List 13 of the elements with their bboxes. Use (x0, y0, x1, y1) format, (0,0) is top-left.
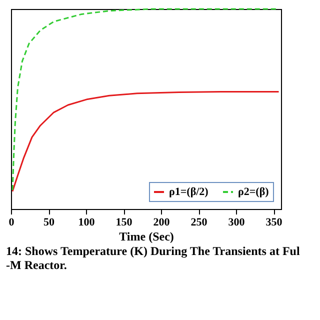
text: -M Reactor. (6, 258, 68, 272)
x-tick-label: 350 (266, 216, 283, 228)
x-tick-label: 300 (228, 216, 246, 228)
text: 14: Shows Temperature (K) During The Transients at Ful (6, 244, 301, 258)
x-tick-label: 50 (44, 216, 55, 228)
x-tick-label: 150 (116, 216, 133, 228)
legend-label: ρ2=(β) (238, 186, 270, 198)
x-tick-label: 100 (78, 216, 96, 228)
x-tick-label: 250 (190, 216, 208, 228)
x-tick-label: 0 (8, 216, 15, 228)
legend-label: ρ1=(β/2) (169, 186, 209, 198)
x-axis-title: Time (Sec) (119, 230, 174, 244)
x-tick-label: 200 (153, 216, 170, 228)
